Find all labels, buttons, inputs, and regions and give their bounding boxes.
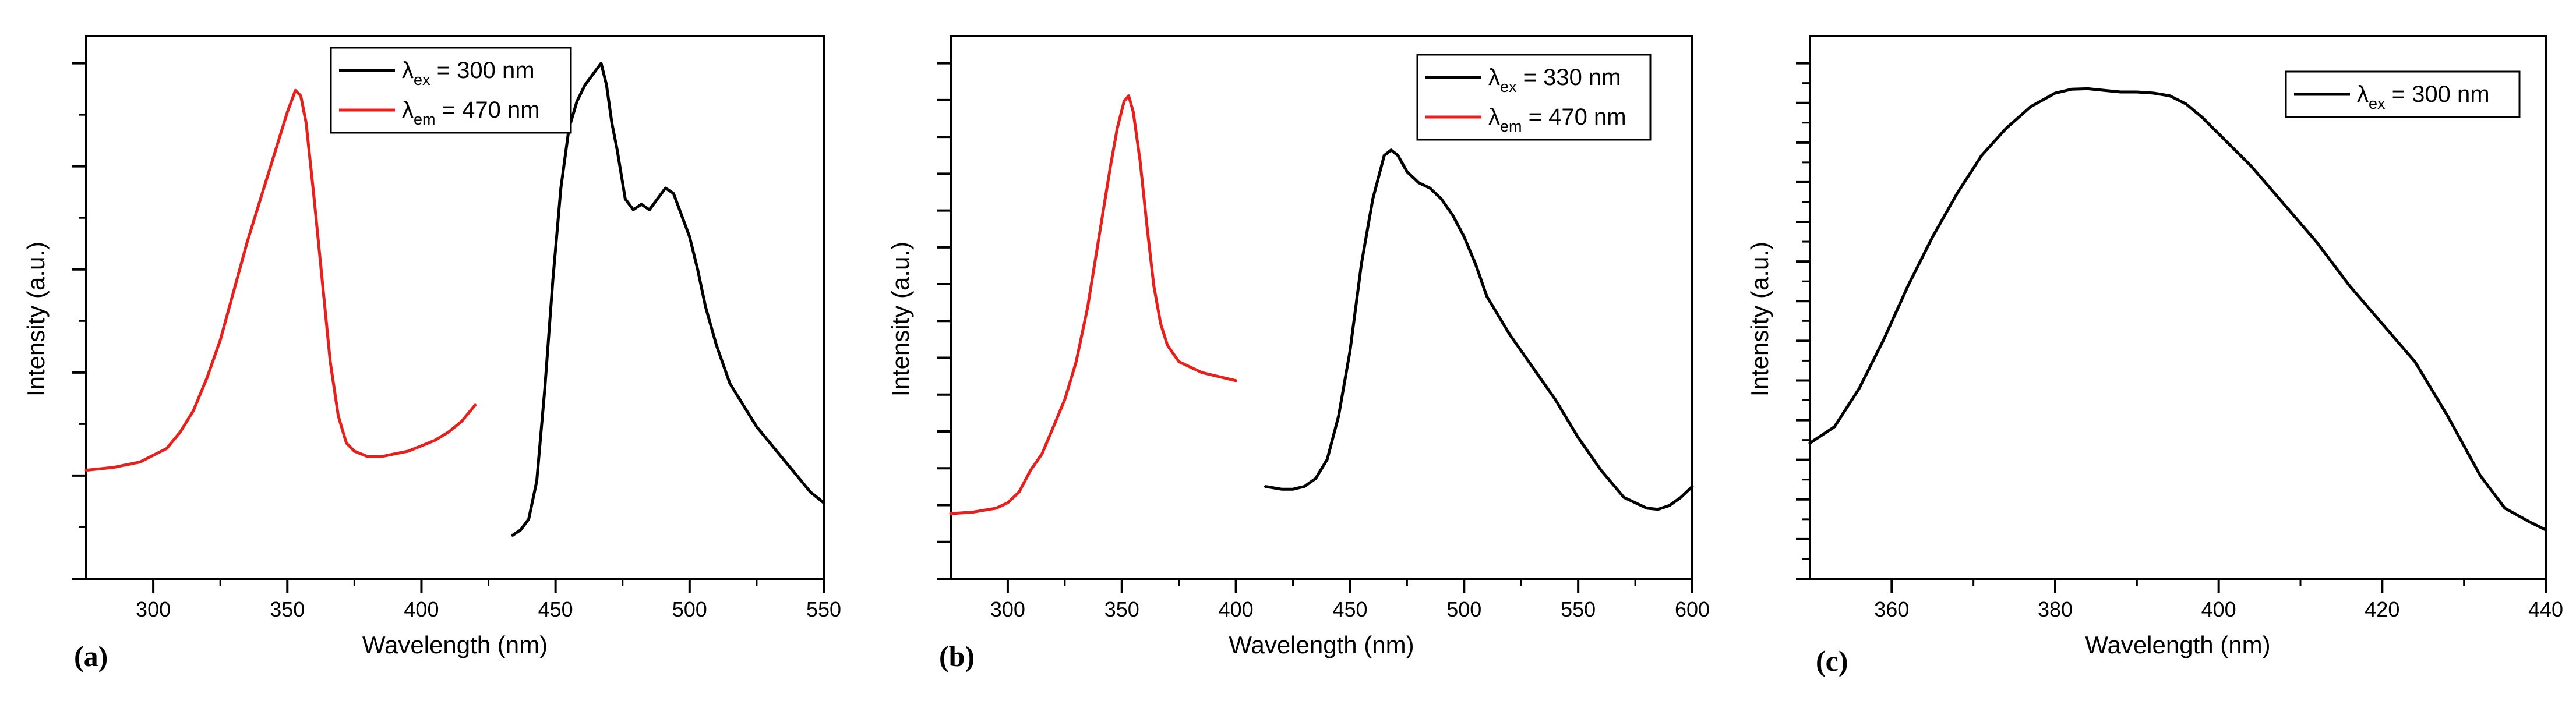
legend-text: = 300 nm bbox=[2386, 82, 2490, 107]
chart-panel-1: 300 350 400 450 500 550 Wavelength (nm) Intensi… bbox=[22, 35, 841, 672]
series-line-1 bbox=[1264, 148, 1694, 511]
x-tick-label: 500 bbox=[672, 597, 707, 621]
legend-text: = 470 nm bbox=[436, 97, 540, 123]
legend-text: = 300 nm bbox=[430, 58, 535, 83]
legend-symbol: λ bbox=[2357, 82, 2369, 107]
x-tick-label: 500 bbox=[1446, 597, 1481, 621]
x-tick-label: 420 bbox=[2365, 597, 2399, 621]
panel-label: (c) bbox=[1816, 645, 1848, 677]
legend-subscript: em bbox=[414, 111, 436, 128]
legend-subscript: ex bbox=[1500, 78, 1517, 95]
x-axis-label: Wavelength (nm) bbox=[362, 631, 548, 658]
legend-text: = 330 nm bbox=[1517, 65, 1621, 90]
legend-symbol: λ bbox=[1488, 104, 1500, 130]
legend: λex = 300 nm bbox=[2285, 70, 2521, 118]
x-tick-label: 400 bbox=[404, 597, 439, 621]
legend-entry: λex = 300 nm bbox=[2357, 82, 2490, 112]
x-tick-label: 350 bbox=[1104, 597, 1139, 621]
legend-subscript: ex bbox=[2369, 95, 2386, 112]
legend-symbol: λ bbox=[402, 58, 414, 83]
legend-entry: λex = 330 nm bbox=[1488, 65, 1621, 95]
legend-entry: λem = 470 nm bbox=[1488, 104, 1626, 135]
panel-label: (b) bbox=[939, 640, 975, 672]
legend-subscript: em bbox=[1500, 118, 1522, 135]
series-line-2 bbox=[949, 94, 1238, 515]
x-tick-label: 400 bbox=[2201, 597, 2236, 621]
x-tick-label: 450 bbox=[1332, 597, 1367, 621]
y-axis-label: Intensity (a.u.) bbox=[1746, 242, 1773, 396]
legend-box bbox=[1416, 54, 1652, 141]
x-tick-label: 360 bbox=[1874, 597, 1909, 621]
chart-panel-3: 360 380 400 420 440 Wavelength (nm) Intensity … bbox=[1746, 35, 2563, 677]
y-axis-label: Intensity (a.u.) bbox=[887, 242, 914, 396]
x-tick-label: 300 bbox=[990, 597, 1025, 621]
legend-symbol: λ bbox=[402, 97, 414, 123]
legend-entry: λem = 470 nm bbox=[402, 97, 540, 128]
plot-frame bbox=[85, 35, 825, 580]
series-line-1 bbox=[1808, 87, 2547, 532]
plot-frame bbox=[950, 35, 1693, 580]
legend-box bbox=[330, 47, 572, 134]
x-tick-label: 550 bbox=[806, 597, 841, 621]
x-tick-label: 300 bbox=[136, 597, 171, 621]
x-tick-label: 600 bbox=[1675, 597, 1710, 621]
x-tick-label: 440 bbox=[2528, 597, 2563, 621]
legend-entry: λex = 300 nm bbox=[402, 58, 535, 88]
panel-label: (a) bbox=[74, 640, 108, 672]
x-axis-label: Wavelength (nm) bbox=[2085, 631, 2270, 658]
x-tick-label: 350 bbox=[270, 597, 305, 621]
x-tick-label: 400 bbox=[1219, 597, 1254, 621]
plot-frame bbox=[1809, 35, 2547, 580]
legend-text: = 470 nm bbox=[1522, 104, 1626, 130]
legend-subscript: ex bbox=[414, 71, 430, 88]
x-tick-label: 550 bbox=[1561, 597, 1596, 621]
series-line-1 bbox=[511, 62, 825, 537]
y-axis-label: Intensity (a.u.) bbox=[22, 242, 50, 396]
legend-symbol: λ bbox=[1488, 65, 1500, 90]
chart-panel-2: 300 350 400 450 500 550 600 Wavelength (nm) Inte… bbox=[887, 35, 1710, 672]
series-line-2 bbox=[84, 88, 477, 472]
x-tick-label: 450 bbox=[538, 597, 573, 621]
x-axis-label: Wavelength (nm) bbox=[1229, 631, 1414, 658]
x-tick-label: 380 bbox=[2038, 597, 2073, 621]
